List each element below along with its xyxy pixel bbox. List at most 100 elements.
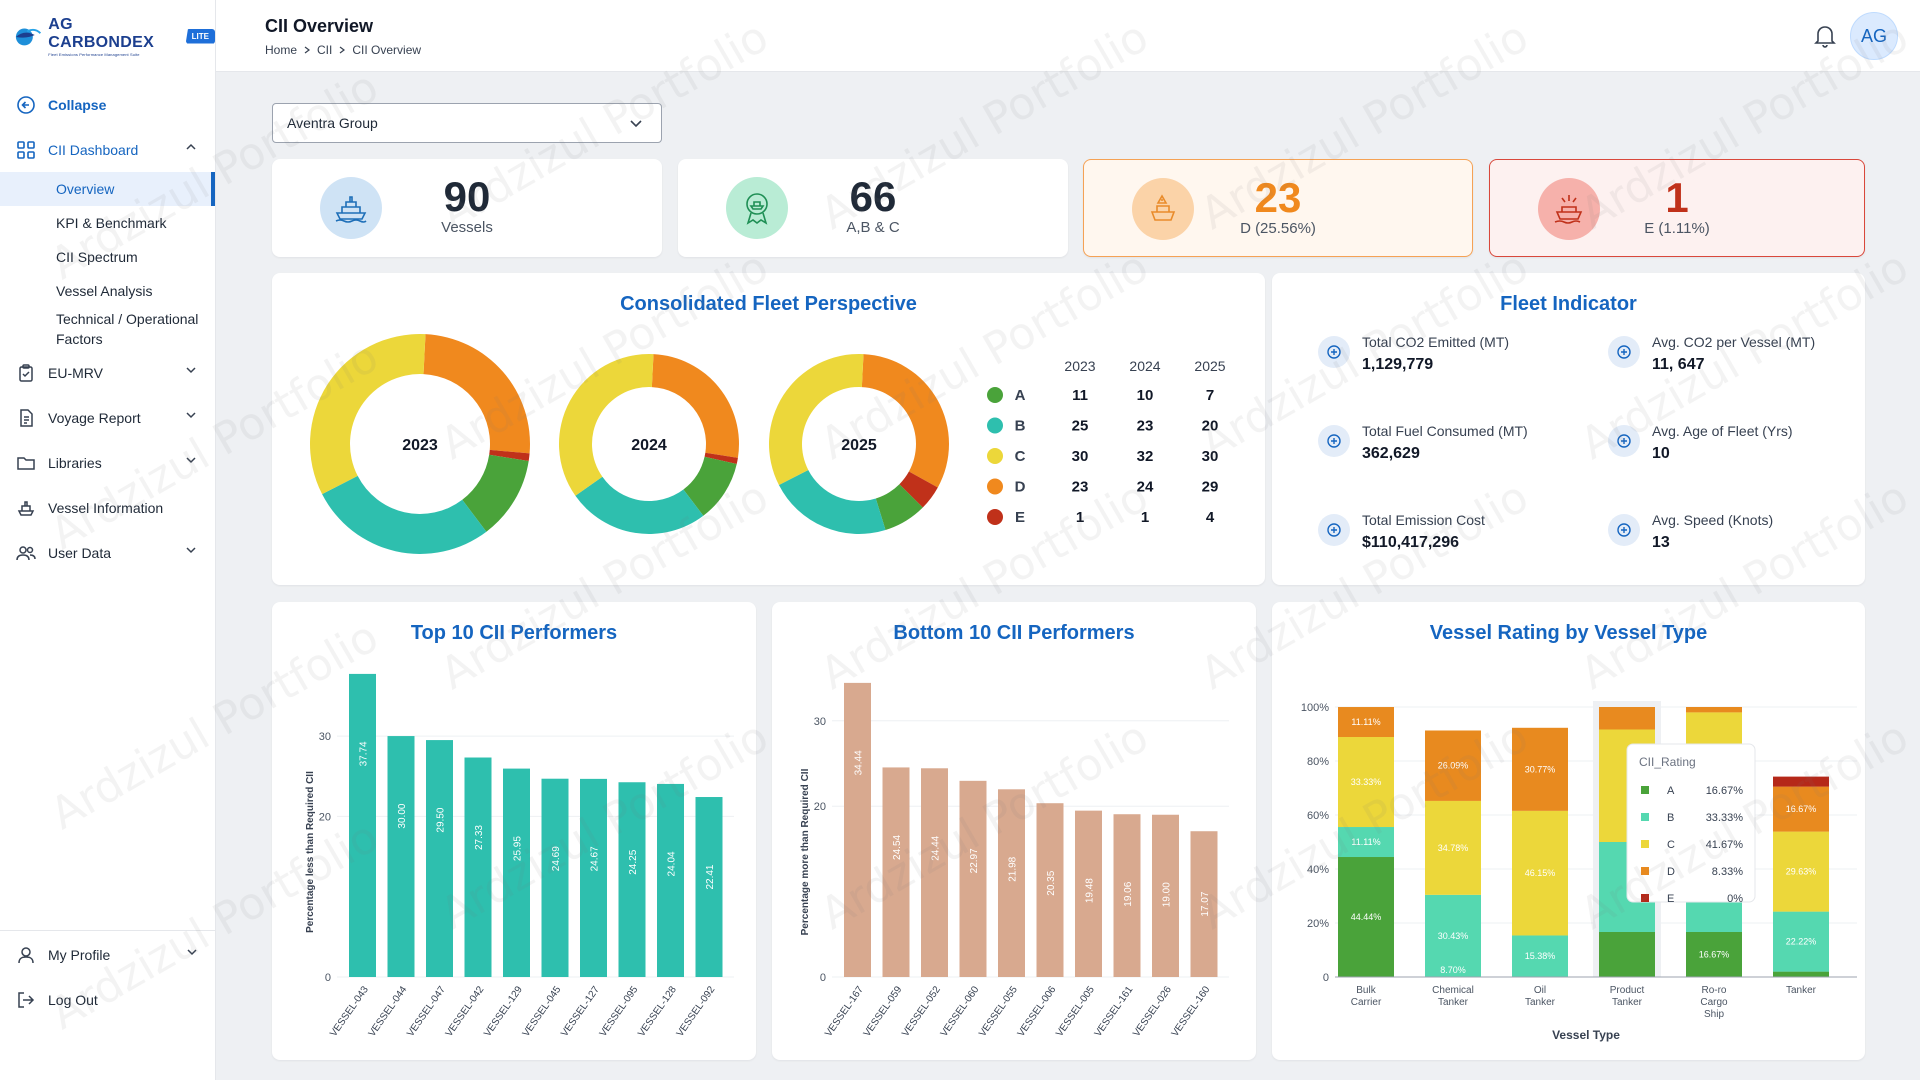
voyage-report-label: Voyage Report (48, 409, 141, 426)
stat-label: E (1.11%) (1644, 220, 1710, 237)
tooltip-value: 16.67% (1706, 785, 1744, 797)
sidebar-subitem-overview[interactable]: Overview (0, 172, 215, 206)
breadcrumb-cii[interactable]: CII (317, 43, 333, 57)
y-tick-label: 0 (820, 972, 826, 984)
stack-segment-C (1338, 737, 1394, 828)
donut-slice-D (861, 354, 949, 488)
legend-dot-D (987, 478, 1003, 495)
co2-cloud-icon (1318, 336, 1350, 368)
y-tick-label: 20% (1307, 918, 1329, 930)
x-tick-label: Product (1610, 985, 1645, 996)
y-axis-label: Percentage less than Required CII (305, 771, 316, 933)
legend-value: 30 (1072, 448, 1089, 465)
x-tick-label: VESSEL-128 (636, 984, 679, 1039)
breadcrumb-home[interactable]: Home (265, 43, 298, 57)
donut-slice-B (778, 469, 886, 534)
fleet-indicator-title: Fleet Indicator (1500, 293, 1637, 315)
bar-value-label: 30.00 (397, 803, 408, 828)
tooltip-rating: A (1667, 785, 1675, 797)
brand-logo[interactable]: AG CARBONDEX Fleet Emissions Performance… (0, 0, 215, 72)
breadcrumb: Home CII CII Overview (265, 43, 421, 57)
warning-ship-icon (1132, 178, 1194, 240)
logout-label: Log Out (48, 991, 98, 1008)
stack-segment-A (1338, 857, 1394, 977)
legend-value: 7 (1206, 387, 1214, 404)
bar (844, 682, 871, 977)
stat-value: 90 (443, 173, 491, 220)
stat-value: 1 (1665, 174, 1689, 221)
bar-value-label: 19.48 (1085, 878, 1096, 903)
sidebar-item-eu-mrv[interactable]: EU-MRV (0, 350, 215, 395)
sidebar-item-libraries[interactable]: Libraries (0, 440, 215, 485)
x-tick-label: Tanker (1438, 997, 1469, 1008)
stat-card-d: 23 D (25.56%) (1083, 159, 1473, 257)
bar (1113, 814, 1141, 977)
bar (618, 782, 646, 977)
stack-segment-B (1773, 911, 1829, 972)
legend-dot-C (987, 448, 1003, 464)
chevron-down-icon (630, 120, 642, 128)
donut-slice-E (489, 449, 530, 461)
logout-icon (16, 990, 36, 1010)
sidebar-item-vessel-information[interactable]: Vessel Information (0, 485, 215, 530)
bar-value-label: 27.33 (474, 825, 485, 850)
bell-icon[interactable] (1814, 24, 1836, 48)
x-tick-label: VESSEL-047 (405, 984, 448, 1039)
legend-value: 1 (1076, 509, 1084, 526)
y-tick-label: 40% (1307, 864, 1329, 876)
segment-label: 46.15% (1525, 868, 1556, 878)
donut-center-label: 2023 (402, 437, 438, 454)
legend-rating-label: E (1015, 509, 1025, 526)
vessel-type-card: Vessel Rating by Vessel Type 0 20% 40% 60% 8… (1272, 602, 1865, 1060)
chevron-up-icon (186, 143, 196, 150)
donut-slice-A (462, 454, 529, 532)
tooltip-value: 41.67% (1706, 839, 1744, 851)
legend-value: 32 (1137, 448, 1154, 465)
top-header: CII Overview Home CII CII Overview AG (216, 0, 1920, 72)
avatar[interactable]: AG (1850, 12, 1898, 60)
chevron-right-icon (339, 46, 346, 54)
legend-value: 23 (1072, 479, 1089, 496)
legend-value: 20 (1202, 418, 1219, 435)
x-tick-label: VESSEL-095 (598, 984, 641, 1039)
group-select[interactable]: Aventra Group (272, 103, 662, 143)
stack-segment-C (1773, 831, 1829, 912)
tooltip-swatch-D (1641, 867, 1649, 875)
sidebar: AG CARBONDEX Fleet Emissions Performance… (0, 0, 216, 1080)
sidebar-item-user-data[interactable]: User Data (0, 530, 215, 575)
legend-value: 24 (1137, 479, 1154, 496)
x-tick-label: VESSEL-060 (939, 984, 982, 1039)
sidebar-item-voyage-report[interactable]: Voyage Report (0, 395, 215, 440)
stack-segment-C (1425, 800, 1481, 895)
sidebar-subitem-kpi-benchmark[interactable]: KPI & Benchmark (56, 215, 167, 231)
sidebar-subitem-vessel-analysis[interactable]: Vessel Analysis (56, 283, 153, 299)
bar (580, 778, 607, 977)
stack-segment-B (1338, 827, 1394, 858)
segment-label: 16.67% (1699, 949, 1730, 959)
x-tick-label: VESSEL-059 (862, 984, 905, 1039)
stack-segment-D (1686, 707, 1742, 713)
tooltip-value: 0% (1727, 893, 1743, 905)
sidebar-item-cii-dashboard[interactable]: CII Dashboard (0, 127, 215, 172)
sidebar-subitem-cii-spectrum[interactable]: CII Spectrum (56, 249, 138, 265)
cost-icon (1318, 514, 1350, 546)
x-tick-label: Bulk (1356, 985, 1376, 996)
age-refresh-icon (1608, 425, 1640, 457)
legend-rating-label: A (1015, 387, 1026, 404)
stat-card-e: 1 E (1.11%) (1489, 159, 1865, 257)
x-tick-label: Tanker (1525, 997, 1556, 1008)
fleet-indicator-label: Avg. Age of Fleet (Yrs) (1652, 423, 1793, 439)
y-tick-label: 20 (319, 811, 331, 823)
legend-value: 30 (1202, 448, 1219, 465)
segment-label: 26.09% (1438, 761, 1469, 771)
fleet-indicator-label: Avg. Speed (Knots) (1652, 512, 1774, 528)
bar (921, 768, 948, 977)
stack-segment-D (1338, 707, 1394, 738)
chevron-down-icon (186, 412, 196, 419)
sidebar-item-my-profile[interactable]: My Profile (0, 932, 216, 977)
sidebar-subitem-technical-operational[interactable]: Technical / Operational Factors (56, 311, 199, 347)
collapse-button[interactable]: Collapse (0, 82, 215, 127)
logout-button[interactable]: Log Out (0, 977, 216, 1022)
fleet-indicator-label: Avg. CO2 per Vessel (MT) (1652, 334, 1816, 350)
alert-ship-icon (1538, 178, 1600, 240)
